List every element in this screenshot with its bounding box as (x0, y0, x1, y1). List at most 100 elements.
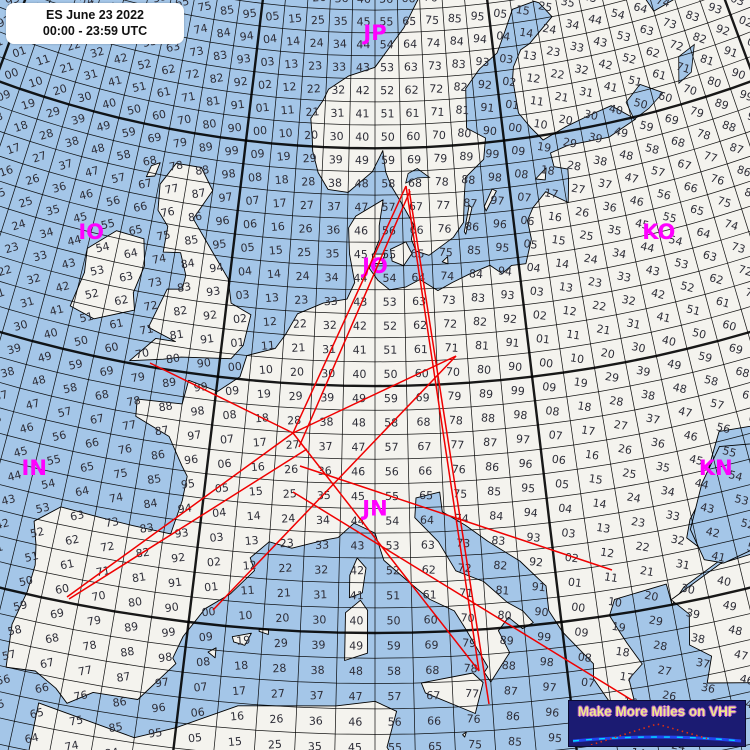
grid-square-number: 02 (564, 551, 580, 566)
grid-square-number: 59 (381, 154, 395, 167)
grid-square-number: 84 (143, 496, 159, 511)
grid-square-number: 27 (285, 438, 300, 452)
grid-square-number: 94 (472, 32, 487, 46)
coastline-island (462, 731, 467, 738)
grid-square-number: 04 (526, 261, 542, 276)
grid-square-number: 19 (536, 140, 552, 155)
es-path (299, 465, 613, 571)
grid-square-number: 76 (160, 205, 176, 220)
grid-square-number: 77 (77, 663, 93, 678)
grid-square-number: 83 (139, 521, 155, 536)
grid-square-number: 43 (350, 539, 364, 552)
grid-square-number: 08 (248, 170, 263, 184)
grid-square-number: 66 (418, 464, 432, 477)
grid-square-number: 60 (657, 89, 674, 105)
grid-square-number: 13 (264, 291, 279, 305)
grid-square-number: 48 (30, 373, 47, 389)
grid-square-number: 47 (623, 170, 640, 186)
grid-square-number: 67 (676, 157, 693, 173)
grid-square-number: 52 (84, 286, 101, 302)
grid-square-number: 75 (425, 13, 440, 27)
grid-square-number: 21 (639, 564, 655, 579)
grid-square-number: 47 (354, 201, 368, 214)
grid-square-number: 68 (669, 134, 686, 150)
grid-square-number: 74 (64, 739, 80, 750)
grid-square-number: 10 (607, 595, 623, 610)
grid-parallel (0, 433, 750, 485)
grid-square-number: 92 (477, 78, 492, 92)
grid-square-number: 49 (721, 598, 738, 614)
grid-parallel (234, 0, 516, 11)
watermark-banner: Make More Miles on VHF (568, 700, 746, 747)
grid-square-number: 53 (615, 29, 632, 45)
field-label-JP: JP (361, 21, 386, 45)
grid-square-number: 23 (279, 536, 294, 550)
grid-square-number: 42 (54, 279, 71, 295)
grid-square-number: 84 (216, 26, 232, 41)
grid-parallel (0, 484, 750, 534)
grid-square-number: 78 (695, 126, 712, 143)
grid-square-number: 04 (212, 506, 227, 520)
grid-square-number: 71 (744, 286, 750, 303)
grid-parallel (0, 230, 750, 291)
grid-square-number: 36 (602, 199, 618, 215)
grid-square-number: 52 (383, 320, 397, 333)
grid-square-number: 56 (385, 465, 399, 478)
grid-square-number: 68 (142, 153, 158, 169)
grid-square-number: 11 (280, 103, 295, 117)
grid-square-number: 86 (735, 163, 750, 180)
grid-square-number: 55 (0, 697, 6, 713)
grid-square-number: 08 (545, 404, 561, 419)
grid-square-number: 31 (82, 67, 99, 83)
grid-square-number: 34 (564, 17, 580, 33)
grid-square-number: 14 (286, 34, 301, 48)
grid-parallel (122, 0, 628, 34)
grid-square-number: 42 (112, 51, 129, 67)
grid-square-number: 74 (723, 217, 740, 234)
map-title-date: ES June 23 2022 (46, 8, 144, 22)
grid-square-number: 38 (592, 153, 608, 169)
grid-square-number: 34 (660, 484, 676, 500)
grid-square-number: 85 (508, 735, 523, 749)
grid-square-number: 70 (91, 589, 107, 604)
grid-square-number: 31 (19, 294, 36, 310)
grid-square-number: 63 (69, 508, 85, 524)
grid-square-number: 01 (204, 580, 219, 594)
grid-square-number: 19 (236, 634, 251, 648)
grid-square-number: 40 (101, 96, 118, 112)
grid-parallel (0, 535, 750, 584)
grid-square-number: 54 (40, 476, 57, 492)
grid-square-number: 66 (132, 199, 148, 215)
grid-square-number: 42 (650, 286, 667, 302)
grid-square-number: 35 (655, 460, 671, 476)
grid-square-number: 40 (716, 573, 733, 589)
grid-square-number: 36 (650, 436, 666, 452)
grid-square-number: 45 (351, 490, 365, 503)
grid-square-number: 93 (205, 284, 221, 299)
es-path (298, 190, 411, 448)
grid-square-number: 99 (161, 625, 177, 640)
grid-square-number: 64 (24, 731, 40, 747)
grid-square-number: 71 (180, 90, 196, 105)
grid-square-number: 95 (520, 481, 535, 495)
grid-square-number: 52 (136, 57, 153, 73)
grid-square-number: 51 (745, 540, 750, 556)
grid-square-number: 88 (501, 659, 516, 673)
grid-square-number: 99 (738, 87, 750, 104)
grid-square-number: 96 (518, 457, 533, 471)
grid-square-number: 63 (638, 22, 655, 38)
grid-square-number: 88 (461, 173, 476, 187)
grid-square-number: 05 (523, 237, 539, 252)
grid-square-number: 76 (437, 222, 452, 236)
grid-square-number: 28 (652, 638, 668, 653)
grid-square-number: 57 (709, 396, 726, 412)
grid-square-number: 39 (685, 606, 701, 622)
grid-square-number: 06 (551, 453, 567, 468)
grid-square-number: 97 (218, 190, 234, 205)
grid-square-number: 21 (58, 60, 75, 77)
grid-square-number: 88 (481, 411, 496, 425)
grid-square-number: 66 (682, 179, 699, 195)
grid-square-number: 18 (274, 173, 289, 187)
field-label-KN: KN (699, 456, 733, 480)
